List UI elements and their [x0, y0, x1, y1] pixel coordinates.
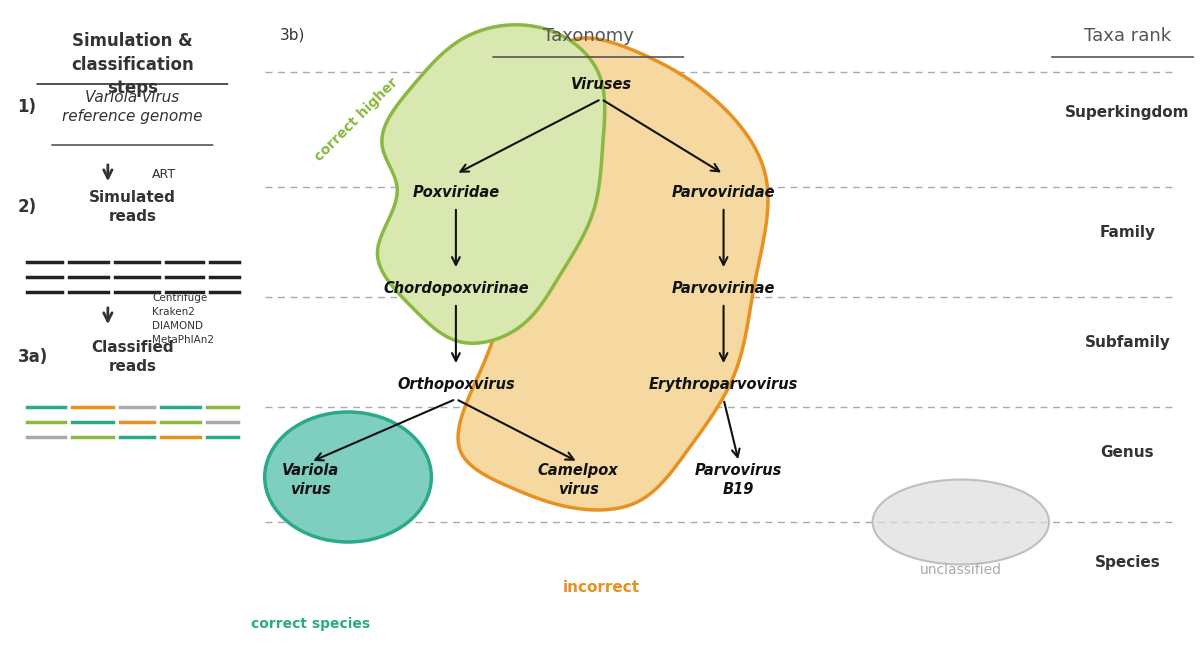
Text: Species: Species	[1094, 555, 1160, 569]
Text: Variola
virus: Variola virus	[282, 463, 340, 496]
Text: Poxviridae: Poxviridae	[413, 185, 499, 199]
Text: Taxa rank: Taxa rank	[1084, 27, 1171, 45]
Text: Parvovirinae: Parvovirinae	[672, 281, 775, 295]
Text: correct species: correct species	[251, 617, 370, 631]
Text: Chordopoxvirinae: Chordopoxvirinae	[383, 281, 529, 295]
Text: Subfamily: Subfamily	[1085, 334, 1170, 350]
Text: Superkingdom: Superkingdom	[1066, 105, 1189, 120]
Text: 3b): 3b)	[280, 27, 305, 42]
Text: Erythroparvovirus: Erythroparvovirus	[649, 377, 798, 391]
Text: Classified
reads: Classified reads	[91, 340, 174, 375]
Text: Simulated
reads: Simulated reads	[89, 189, 175, 224]
PathPatch shape	[458, 38, 768, 510]
Text: unclassified: unclassified	[920, 563, 1002, 577]
Text: 1): 1)	[18, 98, 37, 116]
Text: ART: ART	[152, 167, 176, 181]
Text: correct higher: correct higher	[312, 75, 401, 164]
Ellipse shape	[265, 412, 431, 542]
Text: Genus: Genus	[1100, 444, 1154, 459]
Text: Viruses: Viruses	[571, 77, 631, 91]
Text: Camelpox
virus: Camelpox virus	[538, 463, 618, 496]
Text: Taxonomy: Taxonomy	[542, 27, 634, 45]
Text: Orthopoxvirus: Orthopoxvirus	[397, 377, 515, 391]
Ellipse shape	[872, 479, 1049, 565]
Text: 2): 2)	[18, 198, 37, 216]
Text: 3a): 3a)	[18, 348, 48, 366]
Text: Family: Family	[1099, 224, 1156, 240]
Text: incorrect: incorrect	[563, 581, 640, 596]
Text: Variola virus
reference genome: Variola virus reference genome	[62, 89, 203, 124]
Text: Parvovirus
B19: Parvovirus B19	[695, 463, 782, 496]
Text: Simulation &
classification
steps: Simulation & classification steps	[71, 32, 193, 97]
PathPatch shape	[378, 24, 605, 343]
Text: Centrifuge
Kraken2
DIAMOND
MetaPhIAn2: Centrifuge Kraken2 DIAMOND MetaPhIAn2	[152, 293, 214, 345]
Text: Parvoviridae: Parvoviridae	[672, 185, 775, 199]
